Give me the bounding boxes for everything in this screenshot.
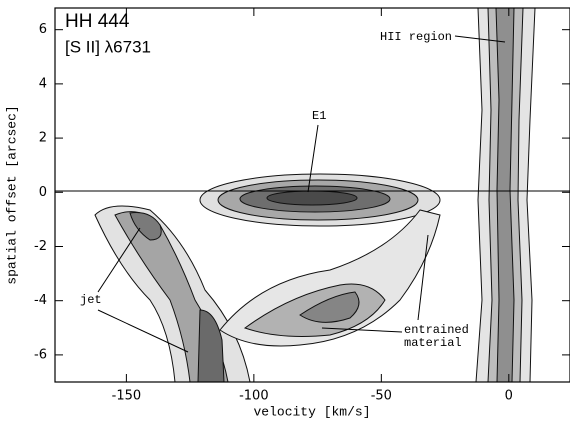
annotation: jet [80,293,102,307]
annotation: entrained [404,323,469,337]
y-tick-label: 0 [39,185,47,200]
y-tick-label: -4 [34,293,47,308]
y-tick-label: -6 [34,347,47,362]
chart: HH 444 [S II] λ6731 HII region E1 jet en… [0,0,570,420]
page: {"chart_data":{"type":"contour", "title"… [0,0,570,420]
x-tick-label: -50 [371,389,392,404]
x-tick-label: -150 [112,389,142,404]
contour [267,191,357,205]
chart-title: HH 444 [65,11,130,32]
y-tick-label: 2 [39,131,47,146]
annotation: HII region [380,30,452,44]
x-tick-label: -100 [239,389,269,404]
annotation: E1 [312,109,326,123]
y-tick-label: 6 [39,22,47,37]
x-tick-label: 0 [505,389,513,404]
x-axis-label: velocity [km/s] [253,404,370,419]
annotation: material [404,336,462,350]
y-tick-label: 4 [39,76,47,91]
contours [95,8,535,382]
y-axis-label: spatial offset [arcsec] [4,105,19,284]
chart-subtitle: [S II] λ6731 [65,37,151,56]
y-tick-label: -2 [34,239,47,254]
